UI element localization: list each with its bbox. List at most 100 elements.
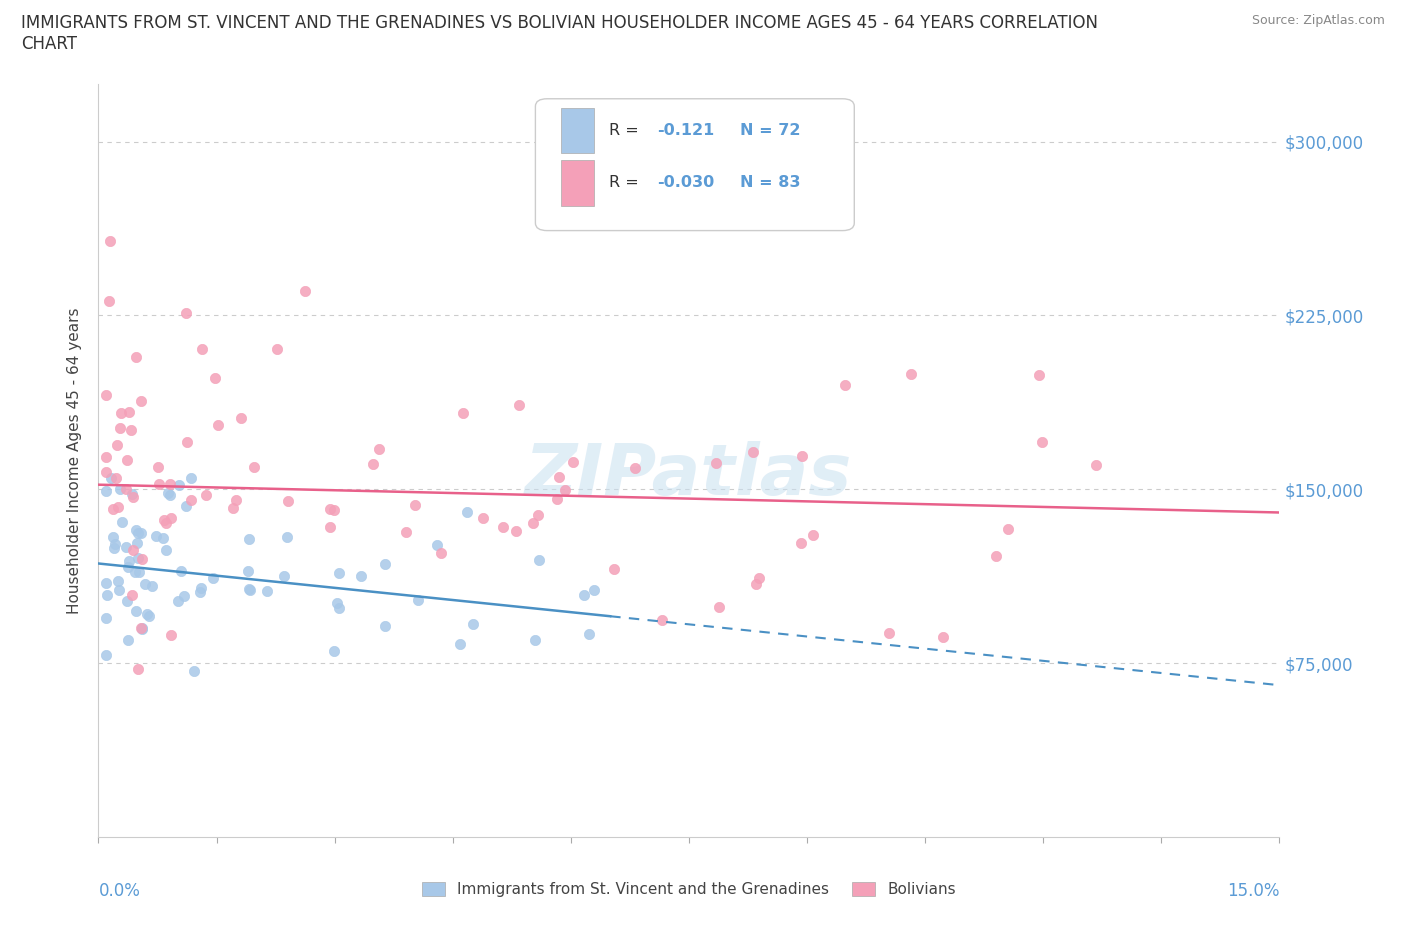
Point [602,562,624,577]
Point [107,499,129,514]
Point [472,511,495,525]
Point [1028,367,1050,382]
Point [461,617,484,631]
Point [176,434,198,449]
Point [138,608,160,623]
Point [709,600,731,615]
Point [505,524,527,538]
Point [741,445,763,459]
Point [127,661,149,676]
Point [395,525,418,539]
Point [98,233,121,248]
Point [548,470,571,485]
Point [104,537,127,551]
Point [108,482,131,497]
Point [98,294,121,309]
Point [266,341,288,356]
Point [704,456,727,471]
Point [115,593,138,608]
Text: ZIPatlas: ZIPatlas [526,441,852,510]
Point [546,491,568,506]
Point [745,577,768,591]
Point [127,526,149,541]
Point [117,553,139,568]
Point [121,542,143,557]
Point [879,626,901,641]
Point [790,536,813,551]
Point [790,448,813,463]
Point [204,370,226,385]
Point [173,588,195,603]
Point [152,530,174,545]
Point [131,621,153,636]
Point [107,574,129,589]
Point [374,557,396,572]
Point [96,647,118,662]
Point [180,492,202,507]
Point [125,350,148,365]
Point [107,582,129,597]
Point [188,585,211,600]
Point [159,476,181,491]
Point [125,604,148,619]
Point [118,405,141,419]
Point [105,438,128,453]
Point [155,515,177,530]
Point [129,620,152,635]
Point [238,532,260,547]
Point [1031,434,1053,449]
Point [129,526,152,541]
Point [202,571,225,586]
Point [243,460,266,475]
Point [456,505,478,520]
Text: 0.0%: 0.0% [98,883,141,900]
Point [120,423,142,438]
Point [239,582,262,597]
Point [100,471,122,485]
Point [117,560,139,575]
Point [449,636,471,651]
Point [183,663,205,678]
Point [146,459,169,474]
Point [318,502,340,517]
Point [328,565,350,580]
Point [236,564,259,578]
Point [194,488,217,503]
Point [131,620,153,635]
Point [145,528,167,543]
Point [104,471,127,485]
Point [834,378,856,392]
Point [319,519,342,534]
Point [801,527,824,542]
Point [117,632,139,647]
Text: R =: R = [609,176,644,191]
Point [222,501,245,516]
Point [136,606,159,621]
Point [225,493,247,508]
Point [624,460,647,475]
Point [121,486,143,501]
Point [160,628,183,643]
Point [124,565,146,579]
Point [508,398,530,413]
Point [127,536,149,551]
Point [328,601,350,616]
Point [406,592,429,607]
Point [155,543,177,558]
Point [277,493,299,508]
Point [128,565,150,579]
Text: -0.030: -0.030 [657,176,714,191]
Point [96,610,118,625]
Bar [561,160,595,206]
Point [527,508,550,523]
Point [527,552,550,567]
Text: N = 83: N = 83 [740,176,800,191]
Text: CHART: CHART [21,35,77,53]
Point [103,540,125,555]
Point [322,644,344,658]
Point [326,595,349,610]
Point [110,405,132,420]
Point [117,453,139,468]
Point [159,487,181,502]
Point [141,579,163,594]
